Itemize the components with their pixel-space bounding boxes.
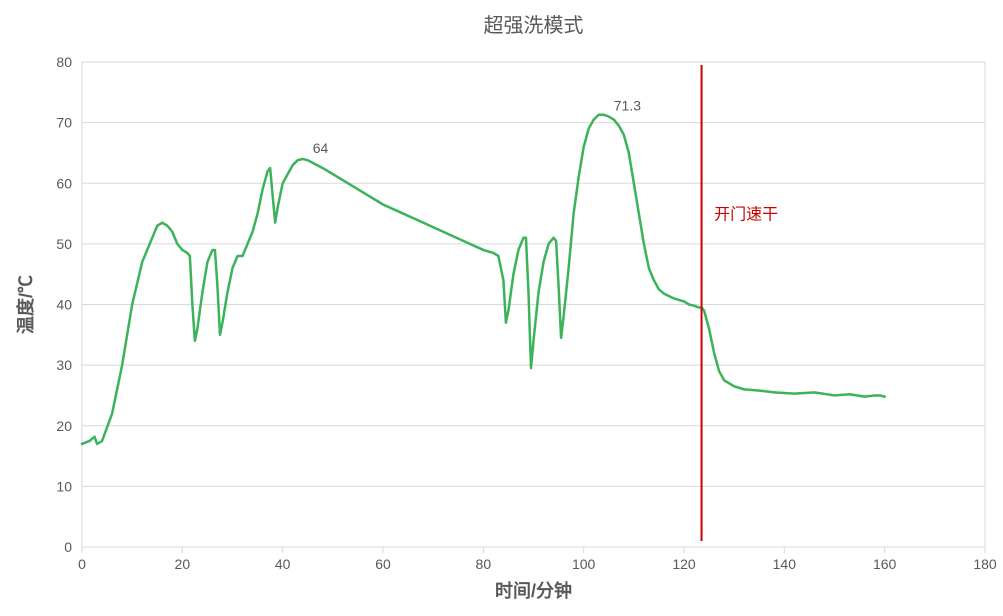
x-tick-label: 180 (973, 556, 997, 572)
chart-title: 超强洗模式 (484, 14, 584, 37)
x-tick-label: 0 (78, 556, 86, 572)
y-tick-label: 60 (56, 175, 72, 191)
x-tick-label: 60 (375, 556, 391, 572)
chart-container: 超强洗模式 0 10 20 30 40 50 60 70 80 0 20 40 60 80 100 120 140… (0, 0, 1003, 616)
x-tick-label: 80 (476, 556, 492, 572)
y-tick-label: 20 (56, 418, 72, 434)
y-tick-label: 40 (56, 297, 72, 313)
chart-svg: 超强洗模式 0 10 20 30 40 50 60 70 80 0 20 40 60 80 100 120 140… (0, 0, 1003, 616)
y-axis-label: 温度/℃ (15, 275, 36, 334)
data-annotation: 71.3 (614, 98, 641, 114)
y-tick-label: 80 (56, 54, 72, 70)
x-axis-label: 时间/分钟 (495, 580, 572, 601)
x-tick-label: 160 (873, 556, 897, 572)
x-tick-label: 20 (175, 556, 191, 572)
data-annotation: 64 (313, 140, 329, 156)
y-tick-label: 10 (56, 478, 72, 494)
y-tick-label: 70 (56, 115, 72, 131)
y-tick-label: 0 (64, 539, 72, 555)
x-tick-label: 120 (672, 556, 696, 572)
y-tick-label: 30 (56, 357, 72, 373)
x-tick-label: 100 (572, 556, 596, 572)
x-tick-label: 40 (275, 556, 291, 572)
y-tick-label: 50 (56, 236, 72, 252)
x-tick-label: 140 (773, 556, 797, 572)
door-open-label: 开门速干 (714, 206, 778, 224)
